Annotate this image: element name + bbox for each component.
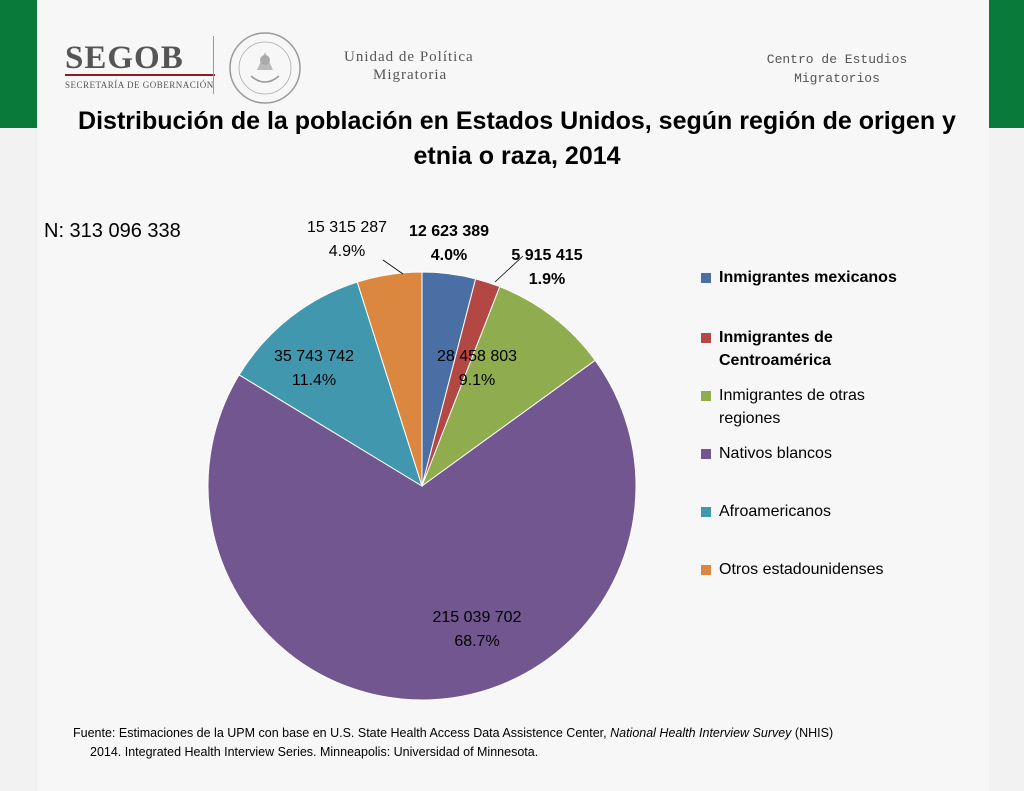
- leader-line-1: [494, 255, 524, 283]
- legend-label-3: Inmigrantes de otras regiones: [719, 384, 949, 430]
- leader-line-2: [382, 259, 404, 275]
- pie-chart: 12 623 389 4.0% 5 915 415 1.9% 28 458 803 9.1…: [207, 219, 637, 701]
- pie-slice-4: [207, 359, 637, 701]
- legend-label-line: Inmigrantes mexicanos: [719, 269, 897, 286]
- unit-name: Unidad de Política Migratoria: [344, 48, 474, 84]
- legend-label-line: Centroamérica: [719, 352, 832, 369]
- legend-label-5: Afroamericanos: [719, 500, 949, 523]
- unit-name-line2: Migratoria: [373, 67, 448, 83]
- legend-swatch-4: [701, 449, 711, 459]
- legend-label-2: Inmigrantes de Centroamérica: [719, 326, 949, 372]
- data-label-percent-5: 11.4%: [292, 372, 336, 389]
- legend-label-4: Nativos blancos: [719, 442, 949, 465]
- header-divider: [213, 36, 214, 94]
- source-note: Fuente: Estimaciones de la UPM con base …: [73, 724, 953, 762]
- source-line1-text: Fuente: Estimaciones de la UPM con base …: [73, 726, 611, 740]
- national-seal-icon: [229, 32, 301, 104]
- legend-label-line: Otros estadounidenses: [719, 561, 884, 578]
- legend-swatch-1: [701, 273, 711, 283]
- legend-label-line: Inmigrantes de otras: [719, 387, 865, 404]
- chart-title: Distribución de la población en Estados …: [78, 107, 956, 170]
- data-label-percent-2: 1.9%: [529, 271, 565, 288]
- header: SEGOB SECRETARÍA DE GOBERNACIÓN Unidad d…: [37, 0, 989, 104]
- data-label-value-4: 215 039 702: [433, 609, 522, 626]
- legend-label-6: Otros estadounidenses: [719, 558, 949, 581]
- source-survey-name: National Health Interview Survey: [610, 726, 792, 740]
- center-name-line2: Migratorios: [794, 71, 880, 86]
- data-label-value-6: 15 315 287: [307, 219, 387, 236]
- green-band-right: [989, 0, 1024, 128]
- data-label-value-1: 12 623 389: [409, 223, 489, 240]
- source-line2: 2014. Integrated Health Interview Series…: [90, 745, 539, 759]
- legend-swatch-2: [701, 333, 711, 343]
- green-band-left: [0, 0, 37, 128]
- logo-rule: [65, 74, 215, 76]
- center-name: Centro de Estudios Migratorios: [737, 50, 937, 88]
- segob-subtitle: SECRETARÍA DE GOBERNACIÓN: [65, 80, 214, 90]
- segob-logo: SEGOB: [65, 40, 184, 76]
- source-line1: Fuente: Estimaciones de la UPM con base …: [73, 724, 953, 743]
- unit-name-line1: Unidad de Política: [344, 49, 474, 65]
- legend-label-line: Nativos blancos: [719, 445, 832, 462]
- data-label-percent-1: 4.0%: [431, 247, 467, 264]
- center-name-line1: Centro de Estudios: [766, 52, 908, 67]
- pie-slice-3: [420, 285, 596, 488]
- pie-slice-6: [356, 271, 423, 487]
- legend-label-line: regiones: [719, 410, 781, 427]
- pie-slice-5: [238, 281, 423, 488]
- legend-label-line: Inmigrantes de: [719, 329, 833, 346]
- legend-swatch-5: [701, 507, 711, 517]
- legend-label-1: Inmigrantes mexicanos: [719, 266, 949, 289]
- source-line1-suffix: (NHIS): [791, 726, 834, 740]
- data-label-percent-4: 68.7%: [454, 633, 499, 650]
- data-label-percent-6: 4.9%: [329, 243, 365, 260]
- legend-swatch-3: [701, 391, 711, 401]
- legend-swatch-6: [701, 565, 711, 575]
- data-label-value-2: 5 915 415: [511, 247, 582, 264]
- data-label-percent-3: 9.1%: [459, 372, 495, 389]
- data-label-value-3: 28 458 803: [437, 348, 517, 365]
- total-n-label: N: 313 096 338: [44, 220, 181, 242]
- slide: SEGOB SECRETARÍA DE GOBERNACIÓN Unidad d…: [37, 0, 989, 791]
- legend-label-line: Afroamericanos: [719, 503, 832, 520]
- data-label-value-5: 35 743 742: [274, 348, 354, 365]
